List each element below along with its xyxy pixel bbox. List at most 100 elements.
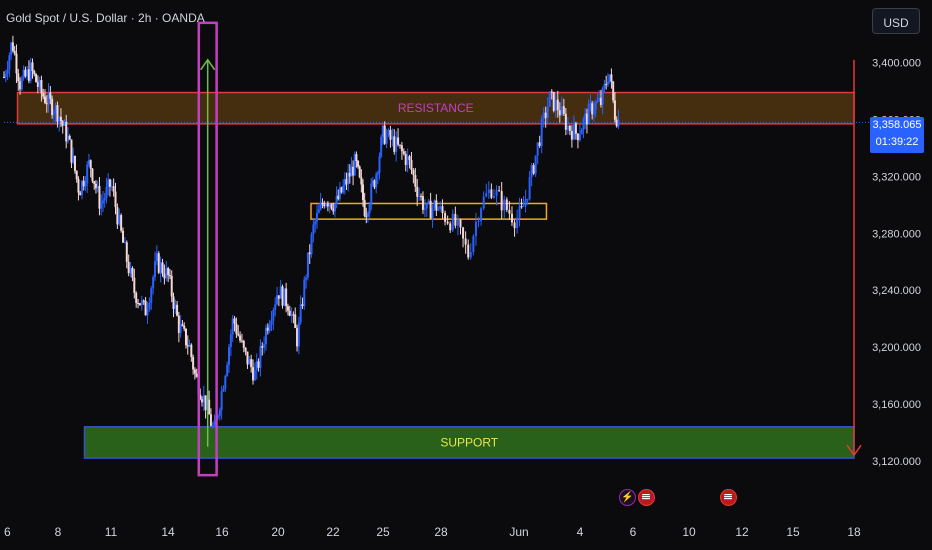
candle-body <box>283 288 286 306</box>
candle-body <box>487 189 490 193</box>
candle-body <box>560 106 563 116</box>
candle-body <box>338 187 341 200</box>
candle-body <box>505 199 508 210</box>
candle-body <box>303 279 306 306</box>
candle-body <box>218 410 221 416</box>
candle-body <box>70 139 73 163</box>
candle-body <box>398 144 401 146</box>
candle-body <box>155 253 158 262</box>
candle-body <box>140 300 143 306</box>
candle-body <box>154 261 157 278</box>
candle-body <box>584 113 587 120</box>
candle-body <box>513 222 516 229</box>
currency-button[interactable]: USD <box>872 8 920 34</box>
candle-body <box>40 80 43 94</box>
candle-body <box>72 155 75 163</box>
candles-layer[interactable] <box>3 35 620 429</box>
candle-body <box>469 252 472 258</box>
candle-body <box>587 103 590 125</box>
candle-body <box>558 110 561 116</box>
candle-body <box>414 174 417 187</box>
y-tick-label: 3,320.000 <box>872 171 921 183</box>
candle-body <box>292 314 295 316</box>
candle-body <box>146 309 149 316</box>
candle-body <box>61 121 64 126</box>
x-tick-label: 4 <box>577 525 584 539</box>
candle-body <box>246 351 249 365</box>
resistance-zone <box>16 91 855 125</box>
candle-body <box>299 304 302 323</box>
candle-body <box>608 74 611 83</box>
candle-body <box>98 185 101 209</box>
candle-body <box>252 367 255 381</box>
candle-body <box>393 136 396 152</box>
candle-body <box>38 80 41 87</box>
candle-body <box>606 82 609 85</box>
x-tick-label: 18 <box>847 525 861 539</box>
candle-body <box>337 195 340 200</box>
x-tick-label: 20 <box>271 525 285 539</box>
candle-body <box>526 198 529 200</box>
candle-body <box>65 121 68 142</box>
candle-body <box>242 340 245 348</box>
candle-body <box>404 153 407 166</box>
candle-body <box>342 185 345 193</box>
candle-body <box>402 151 405 154</box>
candle-body <box>510 213 513 223</box>
candle-body <box>105 187 108 198</box>
candle-body <box>26 69 29 77</box>
last-price-label: 3,358.065 01:39:22 <box>870 117 924 153</box>
candle-body <box>17 73 20 82</box>
candle-body <box>548 91 551 107</box>
candle-body <box>598 97 601 101</box>
y-tick-label: 3,400.000 <box>872 58 921 70</box>
candle-body <box>566 125 569 130</box>
candle-body <box>286 306 289 311</box>
candle-body <box>383 125 386 144</box>
candle-body <box>350 166 353 177</box>
candle-body <box>319 202 322 210</box>
lightning-icon[interactable]: ⚡ <box>619 489 636 506</box>
y-tick-label: 3,280.000 <box>872 228 921 240</box>
candle-body <box>368 205 371 214</box>
candle-body <box>427 200 430 204</box>
candle-body <box>116 207 119 225</box>
us-flag-icon[interactable] <box>638 489 655 506</box>
candle-body <box>229 334 232 348</box>
candle-body <box>317 209 320 213</box>
candle-body <box>188 344 191 347</box>
candle-body <box>11 42 14 51</box>
candle-body <box>363 200 366 216</box>
resistance-label: RESISTANCE <box>398 101 474 115</box>
candle-body <box>240 340 243 342</box>
candle-body <box>355 154 358 162</box>
candle-body <box>576 133 579 141</box>
y-tick-label: 3,240.000 <box>872 285 921 297</box>
candle-body <box>325 203 328 207</box>
candle-body <box>183 325 186 329</box>
candle-body <box>308 252 311 255</box>
candle-body <box>248 359 251 365</box>
x-tick-label: 11 <box>105 525 118 539</box>
candle-body <box>237 333 240 336</box>
candle-body <box>167 268 170 276</box>
candle-body <box>615 119 618 127</box>
candle-body <box>125 242 128 262</box>
candle-body <box>360 177 363 185</box>
candle-body <box>495 190 498 196</box>
candle-body <box>228 347 230 365</box>
us-flag-icon[interactable] <box>720 489 737 506</box>
candle-body <box>68 136 71 140</box>
candle-body <box>485 192 488 197</box>
candle-body <box>49 92 52 99</box>
candle-body <box>380 136 383 157</box>
candle-body <box>195 373 198 377</box>
candle-body <box>213 420 216 426</box>
candle-body <box>550 91 553 93</box>
y-tick-label: 3,160.000 <box>872 399 921 411</box>
candle-body <box>378 156 381 173</box>
candle-body <box>603 83 606 89</box>
candle-body <box>366 213 369 217</box>
